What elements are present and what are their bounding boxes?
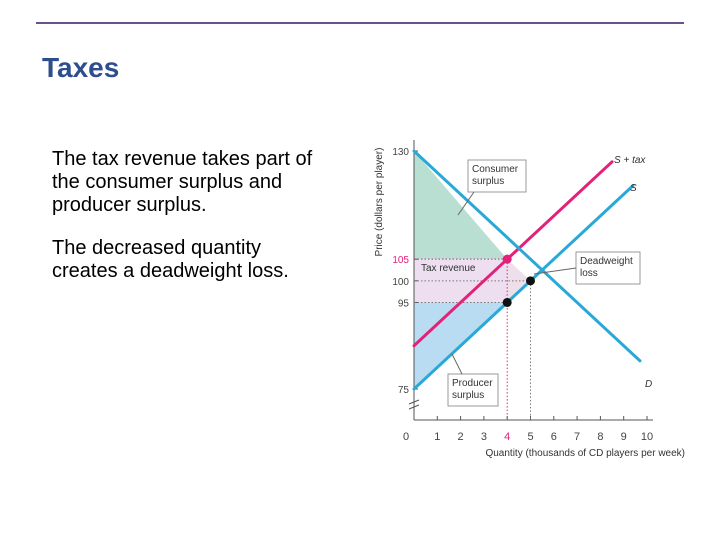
consumer-surplus-annotation-label-0: Consumer — [472, 164, 519, 175]
consumer-surplus-annotation-box — [467, 159, 527, 193]
bullet-list: The tax revenue takes part of the consum… — [52, 148, 322, 303]
axis-break-mark — [408, 404, 420, 410]
producer-surplus-leader — [451, 353, 463, 375]
x-tick-label-6: 6 — [551, 431, 557, 443]
x-tick-label-9: 9 — [621, 431, 627, 443]
x-axis-label: Quantity (thousands of CD players per we… — [485, 448, 685, 459]
bullet-deadweight-loss: The decreased quantity creates a deadwei… — [52, 237, 289, 282]
x-tick-label-7: 7 — [574, 431, 580, 443]
x-tick-label-5: 5 — [527, 431, 533, 443]
y-tick-label-130: 130 — [392, 147, 409, 158]
x-tick-label-10: 10 — [641, 431, 653, 443]
curve-label-d: D — [645, 379, 652, 390]
deadweight-loss-annotation-label-1: loss — [580, 268, 598, 279]
deadweight-loss-leader — [533, 267, 577, 275]
consumer-surplus-annotation-label-1: surplus — [472, 176, 504, 187]
y-tick-label-100: 100 — [392, 277, 409, 288]
consumer-surplus-area — [414, 151, 508, 260]
y-axis-label: Price (dollars per player) — [374, 148, 385, 257]
curve-s — [412, 184, 635, 391]
producer-surplus-annotation-label-0: Producer — [452, 378, 493, 389]
deadweight-loss-annotation-label-0: Deadweight — [580, 256, 633, 267]
curve-label-s-tax: S + tax — [614, 155, 646, 166]
consumer-surplus-leader — [457, 191, 475, 216]
equilibrium-point-1 — [526, 276, 535, 286]
curve-s-tax — [412, 160, 614, 348]
bullet-tax-revenue: The tax revenue takes part of the consum… — [52, 148, 313, 216]
y-tick-label-105: 105 — [392, 255, 409, 266]
equilibrium-point-2 — [502, 297, 512, 307]
curve-d — [412, 149, 642, 363]
y-tick-label-95: 95 — [398, 298, 410, 309]
x-tick-label-2: 2 — [458, 431, 464, 443]
tax-revenue-annotation: Tax revenue — [421, 263, 476, 274]
title-rule — [36, 22, 684, 24]
deadweight-loss-annotation-box — [575, 251, 641, 285]
x-tick-label-8: 8 — [597, 431, 603, 443]
producer-surplus-annotation-box — [447, 373, 499, 407]
producer-surplus-annotation-label-1: surplus — [452, 390, 484, 401]
curve-label-s: S — [630, 183, 637, 194]
x-tick-label-3: 3 — [481, 431, 487, 443]
axis-break-mark — [408, 399, 420, 405]
deadweight-loss-area — [507, 259, 531, 303]
slide-title: Taxes — [42, 52, 120, 83]
x-tick-label-0: 0 — [403, 431, 409, 443]
equilibrium-point-0 — [502, 254, 512, 264]
y-tick-label-75: 75 — [398, 385, 410, 396]
x-tick-label-1: 1 — [434, 431, 440, 443]
x-tick-label-4: 4 — [504, 431, 510, 443]
